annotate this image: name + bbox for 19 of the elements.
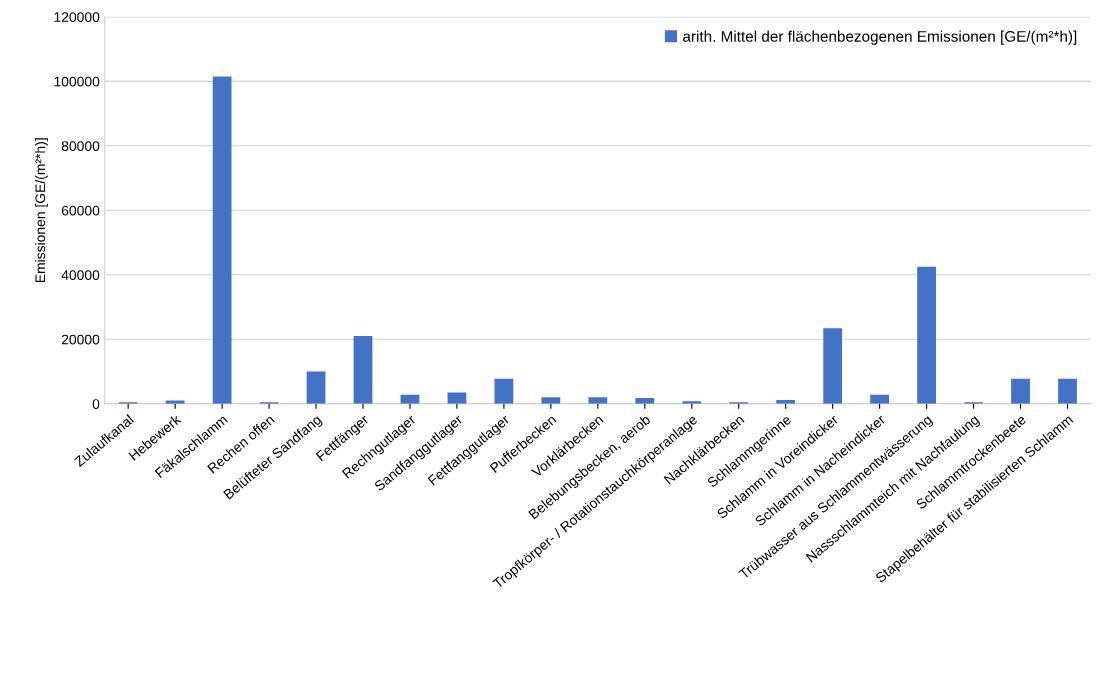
- bar: [541, 397, 561, 404]
- bar: [306, 371, 326, 404]
- bar: [823, 328, 843, 404]
- bar: [494, 378, 514, 404]
- y-tick-label: 60000: [61, 205, 100, 216]
- y-tick-label: 40000: [61, 270, 100, 280]
- y-tick-label: 80000: [61, 141, 100, 151]
- bar: [212, 76, 232, 404]
- bar: [353, 336, 373, 404]
- bar: [1058, 378, 1077, 404]
- bar: [588, 397, 608, 404]
- y-tick-label: 0: [92, 399, 100, 409]
- y-tick-label: 120000: [54, 12, 100, 22]
- y-tick-label: 100000: [54, 76, 100, 87]
- y-axis-title: Emissionen [GE/(m²*h)]: [34, 138, 48, 283]
- legend-label: arith. Mittel der flächenbezogenen Emissionen [GE/(m²*h)]: [683, 30, 1077, 45]
- bar: [1011, 378, 1030, 404]
- y-tick-label: 20000: [61, 334, 100, 345]
- bar: [917, 266, 936, 404]
